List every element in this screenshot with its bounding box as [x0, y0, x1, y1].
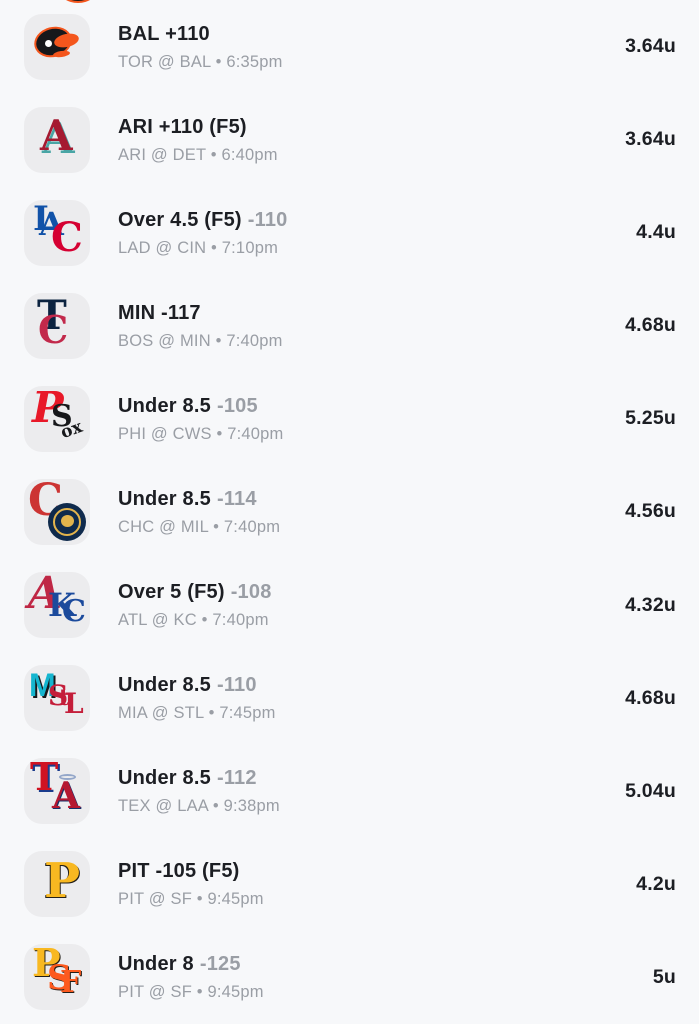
game-info: LAD @ CIN • 7:10pm: [118, 238, 279, 257]
units-value: 4.68u: [625, 686, 676, 709]
bet-title: Under 8.5 -112: [118, 766, 613, 790]
bet-odds: -110: [247, 208, 288, 231]
bet-title: BAL +110: [118, 22, 613, 46]
units-value: 3.64u: [625, 35, 676, 58]
bet-title: ARI +110 (F5): [118, 115, 613, 139]
bet-details: PIT -105 (F5) PIT @ SF • 9:45pm: [118, 859, 624, 909]
game-info: TOR @ BAL • 6:35pm: [118, 52, 283, 71]
bet-details: Under 8.5 -114 CHC @ MIL • 7:40pm: [118, 487, 613, 537]
bet-title: Under 8.5 -105: [118, 394, 613, 418]
game-info: BOS @ MIN • 7:40pm: [118, 331, 283, 350]
bet-title: MIN -117: [118, 301, 613, 325]
units-value: 5u: [652, 965, 676, 988]
bet-selection: BAL +110: [118, 22, 210, 45]
bet-selection: Under 8.5: [118, 394, 211, 417]
bet-title: Under 8.5 -114: [118, 487, 613, 511]
units-value: 4.4u: [636, 221, 676, 244]
bet-selection: Under 8.5: [118, 767, 211, 790]
game-info: PIT @ SF • 9:45pm: [118, 983, 264, 1002]
bet-title: Over 5 (F5) -108: [118, 580, 613, 604]
bet-row[interactable]: C Under 8.5 -114 CHC @ MIL • 7:40pm 4.56u: [0, 465, 699, 558]
bet-details: Under 8 -125 PIT @ SF • 9:45pm: [118, 952, 641, 1002]
game-info: PIT @ SF • 9:45pm: [118, 890, 264, 909]
game-info: TEX @ LAA • 9:38pm: [118, 797, 280, 816]
units-value: 5.25u: [625, 407, 676, 430]
bet-odds: -112: [216, 767, 257, 790]
bet-selection: Under 8: [118, 953, 194, 976]
bet-row[interactable]: P PIT -105 (F5) PIT @ SF • 9:45pm 4.2u: [0, 838, 699, 931]
cubs-brewers-logo: C: [24, 478, 90, 545]
bet-selection: Under 8.5: [118, 674, 211, 697]
bet-odds: -125: [199, 953, 241, 976]
diamondbacks-logo: A: [24, 106, 90, 173]
bet-selection: ARI +110 (F5): [118, 115, 247, 138]
game-info: PHI @ CWS • 7:40pm: [118, 424, 284, 443]
bet-details: Over 5 (F5) -108 ATL @ KC • 7:40pm: [118, 580, 613, 630]
bet-row[interactable]: A ARI +110 (F5) ARI @ DET • 6:40pm 3.64u: [0, 93, 699, 186]
bet-odds: -108: [230, 581, 272, 603]
bet-row[interactable]: BAL +110 TOR @ BAL • 6:35pm 3.64u: [0, 0, 699, 93]
game-info: MIA @ STL • 7:45pm: [118, 704, 276, 723]
game-info: ARI @ DET • 6:40pm: [118, 145, 278, 164]
bet-title: Under 8.5 -110: [118, 673, 613, 697]
bet-details: Under 8.5 -112 TEX @ LAA • 9:38pm: [118, 766, 613, 816]
pirates-logo: P: [24, 851, 90, 918]
units-value: 4.2u: [636, 872, 676, 895]
bet-details: Over 4.5 (F5) -110 LAD @ CIN • 7:10pm: [118, 208, 624, 258]
bet-details: BAL +110 TOR @ BAL • 6:35pm: [118, 22, 613, 72]
bet-details: Under 8.5 -110 MIA @ STL • 7:45pm: [118, 673, 613, 723]
bet-details: Under 8.5 -105 PHI @ CWS • 7:40pm: [118, 394, 613, 444]
bet-title: Over 4.5 (F5) -110: [118, 208, 624, 232]
bet-odds: -105: [216, 394, 258, 417]
game-info: CHC @ MIL • 7:40pm: [118, 517, 281, 536]
bet-details: MIN -117 BOS @ MIN • 7:40pm: [118, 301, 613, 351]
bet-title: Under 8 -125: [118, 952, 641, 976]
bet-selection: Over 5 (F5): [118, 581, 225, 603]
game-info: ATL @ KC • 7:40pm: [118, 611, 269, 629]
bet-title: PIT -105 (F5): [118, 859, 624, 883]
bet-selection: PIT -105 (F5): [118, 860, 240, 883]
bet-details: ARI +110 (F5) ARI @ DET • 6:40pm: [118, 115, 613, 165]
bet-selection: Over 4.5 (F5): [118, 208, 242, 231]
bet-selection: MIN -117: [118, 301, 201, 324]
units-value: 4.56u: [625, 500, 676, 523]
orioles-logo: [24, 13, 90, 80]
units-value: 4.32u: [625, 593, 676, 616]
bet-odds: -110: [216, 674, 257, 697]
units-value: 4.68u: [625, 314, 676, 337]
units-value: 5.04u: [625, 779, 676, 802]
units-value: 3.64u: [625, 128, 676, 151]
bet-selection: Under 8.5: [118, 487, 211, 510]
bet-odds: -114: [216, 487, 257, 510]
